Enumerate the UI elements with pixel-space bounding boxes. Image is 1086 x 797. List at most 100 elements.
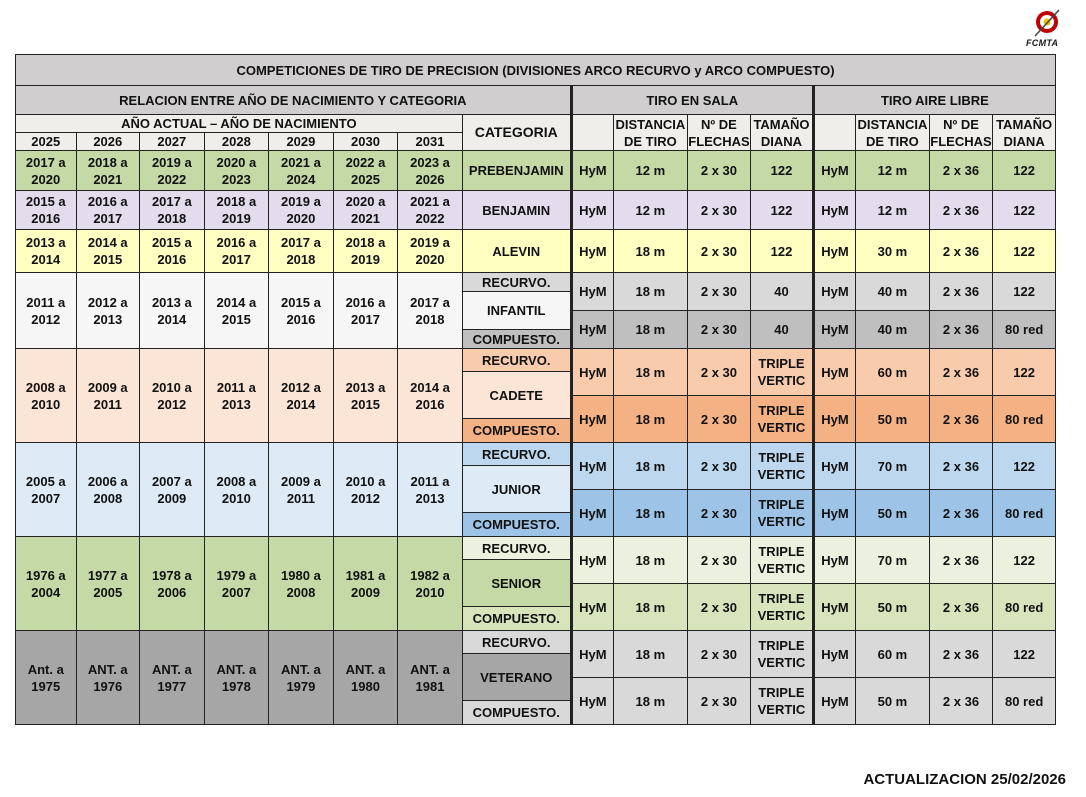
year-to: 2005: [93, 584, 123, 600]
category-subrow: COMPUESTO.: [16, 512, 1056, 537]
outdoor-arrows-cell: 2 x 36: [928, 310, 994, 349]
indoor-distance-cell: 18 m: [613, 677, 688, 725]
year-from: 2011 a: [410, 473, 450, 489]
target-label: TRIPLE: [758, 685, 805, 700]
indoor-gender-cell: HyM: [570, 150, 615, 191]
indoor-gender-cell: HyM: [570, 272, 615, 311]
outdoor-distance-cell: 12 m: [855, 190, 930, 230]
birth-year-range-cell: 1979 a 2007: [203, 536, 270, 631]
federation-logo: FCMTA: [1024, 8, 1070, 52]
birth-year-range-cell: 2015 a 2016: [268, 272, 334, 349]
year-from: 1976 a: [25, 567, 66, 583]
category-cell: CADETE: [461, 371, 573, 419]
indoor-target-cell: 122: [750, 190, 815, 230]
year-to: 2018: [157, 211, 187, 226]
indoor-arrows-cell: 2 x 30: [686, 583, 752, 631]
year-to: 2020: [286, 211, 316, 226]
indoor-arrows-cell: 2 x 30: [686, 310, 752, 349]
year-from: 2012 a: [87, 294, 128, 310]
category-subrow: 2005 a 2007 2006 a 2008 2007 a 2009 2008 a 2010…: [15, 442, 1056, 537]
outdoor-gender-cell: HyM: [812, 348, 857, 396]
year-to: 2007: [31, 490, 61, 506]
year-to: 2017: [93, 211, 123, 226]
year-to: 2010: [221, 490, 251, 506]
logo-text: FCMTA: [1026, 38, 1059, 48]
year-from: 2012 a: [281, 379, 321, 395]
outdoor-distance-cell: 70 m: [855, 442, 930, 490]
recurvo-label: RECURVO.: [461, 348, 573, 372]
outdoor-distance-cell: 12 m: [855, 150, 930, 191]
outdoor-target-cell: 122: [992, 190, 1056, 230]
outdoor-target-cell: 80 red: [992, 395, 1056, 443]
birth-year-range-cell: 2020 a 2021: [332, 190, 399, 230]
year-to: 2004: [31, 584, 61, 600]
outdoor-gender-cell: HyM: [812, 150, 857, 191]
indoor-distance-cell: 18 m: [613, 348, 688, 396]
category-subrow: INFANTIL: [16, 291, 1056, 330]
target-label: VERTIC: [757, 655, 806, 670]
year-header: 2030: [332, 132, 399, 151]
year-from: 2021 a: [281, 154, 321, 170]
outdoor-arrows-cell: 2 x 36: [928, 442, 994, 490]
year-to: 2022: [157, 171, 187, 187]
indoor-gender-cell: HyM: [570, 583, 615, 631]
year-from: 2013 a: [25, 235, 66, 250]
year-to: 2019: [351, 252, 380, 267]
year-from: 2008 a: [216, 473, 257, 489]
year-to: 2015: [93, 252, 123, 267]
birth-year-range-cell: 2008 a 2010: [15, 348, 77, 443]
year-from: 2016 a: [345, 294, 386, 310]
indoor-arrows-cell: 2 x 30: [686, 272, 752, 311]
birth-year-range-cell: 1980 a 2008: [268, 536, 334, 631]
birth-year-range-cell: 2015 a 2016: [139, 229, 205, 273]
year-from: 2020 a: [345, 194, 386, 209]
category-subrow: 2008 a 2010 2009 a 2011 2010 a 2012 2011 a 2013…: [15, 348, 1056, 443]
indoor-distance-cell: 18 m: [613, 583, 688, 631]
year-to: 1981: [415, 678, 445, 694]
birth-year-range-cell: 2008 a 2010: [203, 442, 270, 537]
year-to: 2023: [221, 171, 251, 187]
indoor-gender-cell: HyM: [570, 310, 615, 349]
year-from: 2010 a: [151, 379, 192, 395]
category-cell: BENJAMIN: [461, 190, 573, 230]
year-from: 1980 a: [281, 567, 321, 583]
recurvo-label: RECURVO.: [461, 536, 573, 560]
indoor-distance-cell: 18 m: [613, 536, 688, 584]
year-to: 2012: [351, 490, 380, 506]
target-label: TRIPLE: [758, 638, 805, 653]
birth-year-range-cell: ANT. a 1976: [75, 630, 141, 725]
indoor-gender-cell: HyM: [570, 489, 615, 537]
birth-year-range-cell: 2019 a 2022: [139, 150, 205, 191]
update-date: ACTUALIZACION 25/02/2026: [863, 771, 1066, 788]
year-from: 2014 a: [87, 235, 128, 250]
birth-year-range-cell: 2023 a 2026: [397, 150, 463, 191]
outdoor-gender-header: [812, 114, 857, 151]
outdoor-target-cell: 122: [992, 272, 1056, 311]
outdoor-distance-cell: 50 m: [855, 395, 930, 443]
outdoor-arrows-header: Nº DE FLECHAS: [928, 114, 994, 151]
year-from: 2011 a: [216, 379, 256, 395]
year-from: 2006 a: [87, 473, 128, 489]
year-from: ANT. a: [216, 661, 257, 677]
year-to: 2017: [351, 311, 380, 327]
birth-year-range-cell: 2021 a 2024: [268, 150, 334, 191]
year-from: 2018 a: [87, 154, 128, 170]
birth-year-range-cell: 2007 a 2009: [139, 442, 205, 537]
birth-year-range-cell: ANT. a 1978: [203, 630, 270, 725]
year-from: 2015 a: [281, 294, 321, 310]
category-row: 2015 a 2016 2016 a 2017 2017 a 2018 2018 a 2019…: [15, 190, 1056, 230]
indoor-target-cell: TRIPLE VERTIC: [750, 395, 815, 443]
year-to: 2026: [415, 171, 445, 187]
year-to: 2020: [31, 171, 61, 187]
year-from: 2016 a: [87, 194, 128, 209]
birth-year-range-cell: 1978 a 2006: [139, 536, 205, 631]
outdoor-gender-cell: HyM: [812, 489, 857, 537]
indoor-distance-cell: 18 m: [613, 489, 688, 537]
indoor-target-cell: TRIPLE VERTIC: [750, 442, 815, 490]
indoor-target-cell: TRIPLE VERTIC: [750, 583, 815, 631]
year-from: 2023 a: [410, 154, 450, 170]
indoor-target-cell: TRIPLE VERTIC: [750, 677, 815, 725]
indoor-target-cell: TRIPLE VERTIC: [750, 348, 815, 396]
year-to: 2024: [286, 171, 316, 187]
category-subrow: CADETE: [16, 371, 1056, 419]
